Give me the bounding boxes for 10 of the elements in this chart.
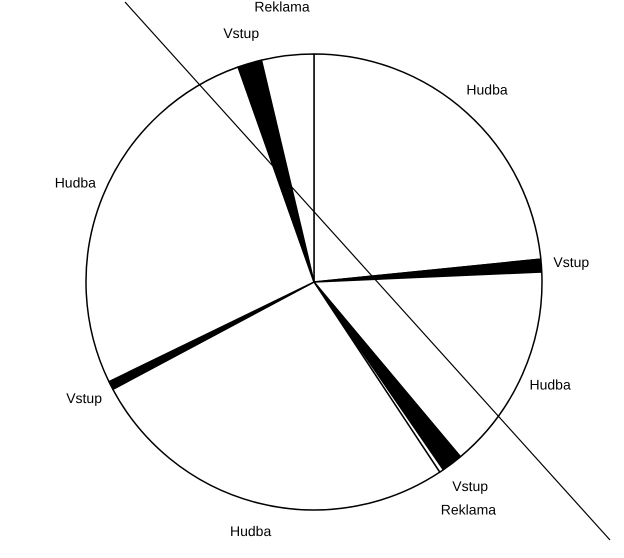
slice-label: Vstup [66,390,102,406]
slice-label: Vstup [452,478,488,494]
slice-label: Reklama [440,501,496,518]
slice-label: Hudba [530,376,571,393]
slice-label: Vstup [553,254,590,270]
slice-label: Hudba [466,81,508,98]
slice-label: Vstup [223,25,260,42]
slice-label: Hudba [230,522,272,539]
slice-label: Hudba [54,174,96,191]
slice-label: Reklama [254,0,310,15]
